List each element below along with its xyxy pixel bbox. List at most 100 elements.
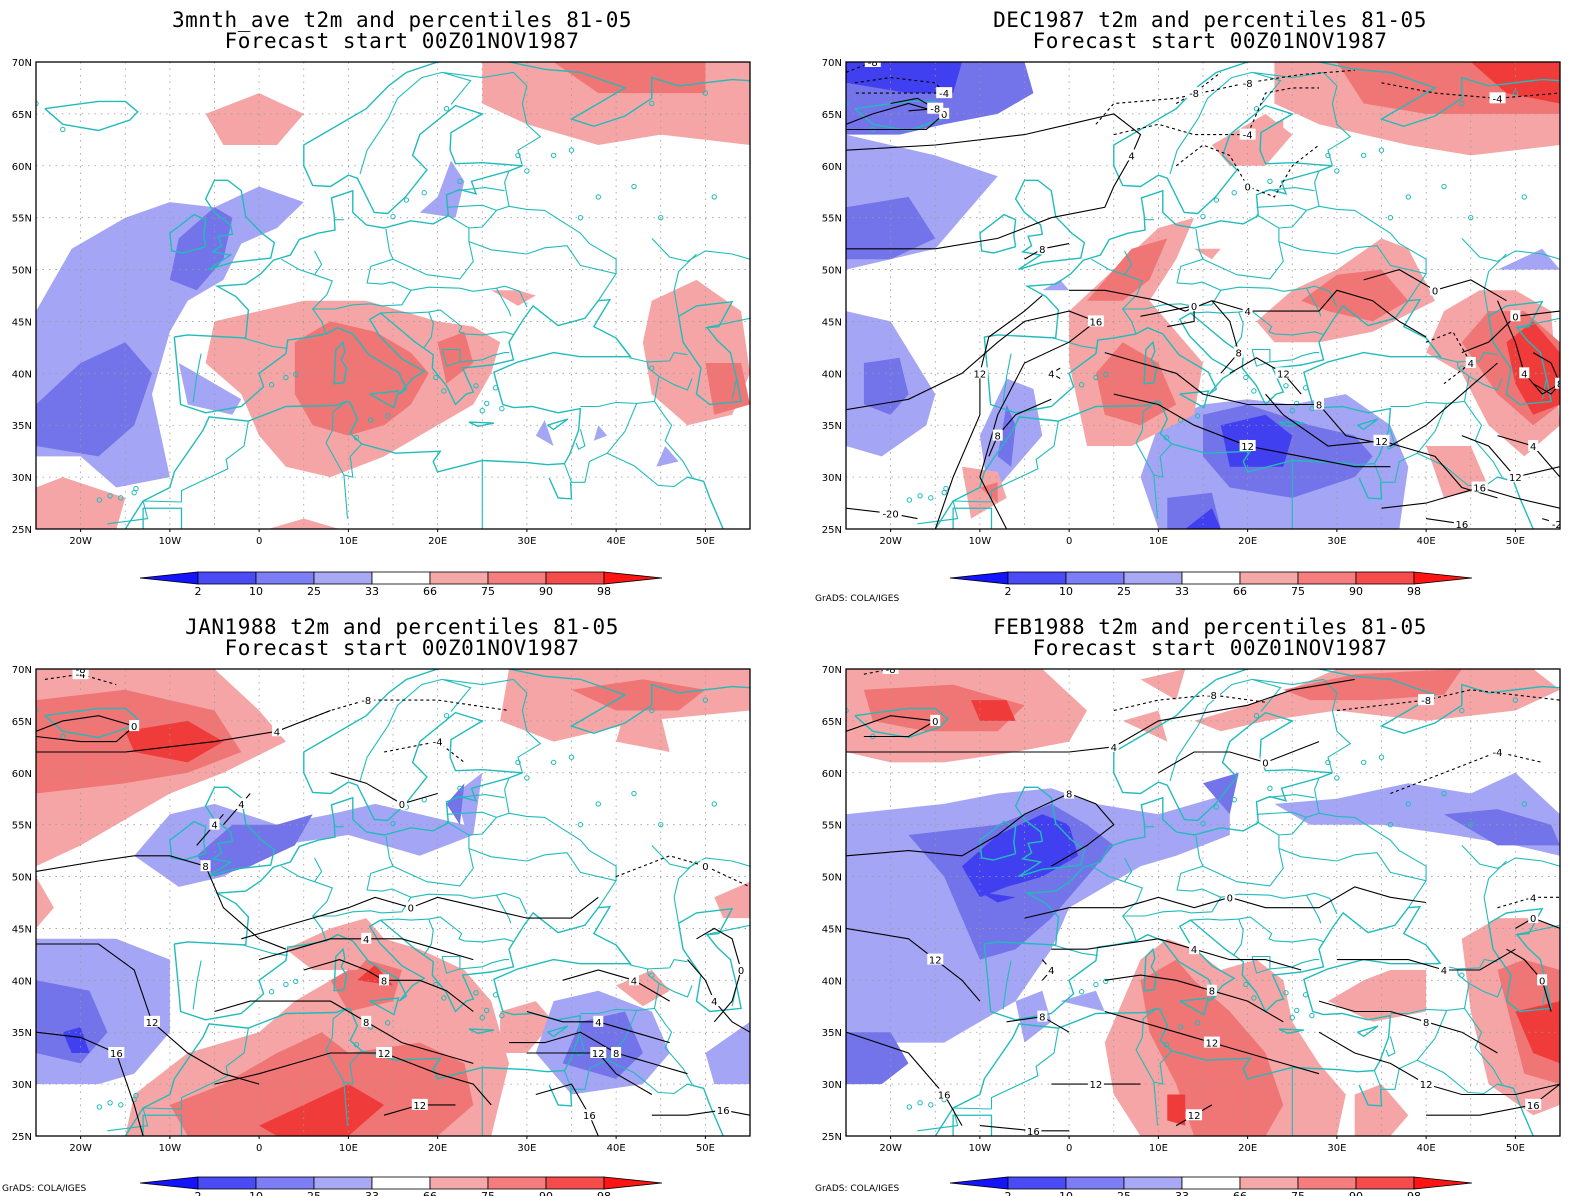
lon-tick-label: 50E <box>1506 1143 1525 1154</box>
contour-label: 12 <box>413 1101 426 1112</box>
contour-label: 4 <box>1441 966 1447 977</box>
lat-tick-label: 45N <box>822 317 842 328</box>
contour-label: 0 <box>941 110 947 121</box>
contour-label: -8 <box>868 58 878 69</box>
lat-tick-label: 55N <box>12 821 32 832</box>
contour-label: 16 <box>1527 1101 1540 1112</box>
contour-label: -4 <box>1493 94 1503 105</box>
contour-label: 12 <box>1188 1111 1201 1122</box>
colorbar-label: 66 <box>1233 585 1247 598</box>
lat-tick-label: 30N <box>822 1080 842 1091</box>
contour-label: 8 <box>1209 987 1215 998</box>
contour-label: 0 <box>1432 286 1438 297</box>
contour-label: 4 <box>1128 151 1134 162</box>
map-frame <box>845 61 1561 530</box>
colorbar-label: 25 <box>1117 1190 1131 1196</box>
colorbar-label: 25 <box>307 585 321 598</box>
lat-tick-label: 70N <box>822 665 842 676</box>
lon-tick-label: 50E <box>1506 536 1525 547</box>
panel-title-3: JAN1988 t2m and percentiles 81-05 Foreca… <box>22 617 782 659</box>
map-frame <box>845 668 1561 1137</box>
lat-tick-label: 45N <box>12 317 32 328</box>
colorbar-label: 75 <box>481 585 495 598</box>
coastlines <box>36 62 750 529</box>
contour-label: 8 <box>1039 1013 1045 1024</box>
lat-tick-label: 35N <box>12 421 32 432</box>
map-panel-4: 0 4 -8 0 -8 -8 8 12 16 0 4 8 12 8 4 12 16 4 8 12 16 0 0 4 12 -4 20… <box>822 665 1561 1154</box>
contour-label: -8 <box>930 105 940 116</box>
grads-credit-4: GrADS: COLA/IGES <box>815 1184 900 1194</box>
contour-label: 4 <box>1521 369 1527 380</box>
lat-tick-label: 60N <box>822 769 842 780</box>
map-frame <box>35 61 751 530</box>
lat-tick-label: 30N <box>12 473 32 484</box>
lon-tick-label: 0 <box>1066 1143 1072 1154</box>
coastlines <box>36 669 750 1136</box>
lat-tick-label: 55N <box>822 821 842 832</box>
contour-label: 0 <box>1530 914 1536 925</box>
contour-label: -4 <box>433 738 443 749</box>
colorbar-label: 98 <box>1407 1190 1421 1196</box>
map-frame <box>35 668 751 1137</box>
lon-tick-label: 0 <box>256 536 262 547</box>
contour-label: 0 <box>408 904 414 915</box>
contour-label: 4 <box>1191 945 1197 956</box>
contour-label: 12 <box>1277 369 1290 380</box>
colorbar-label: 98 <box>597 585 611 598</box>
lon-tick-label: 20W <box>879 536 902 547</box>
contour-label: 0 <box>738 966 744 977</box>
lat-tick-label: 25N <box>822 525 842 536</box>
contour-label: 4 <box>238 800 244 811</box>
lat-tick-label: 70N <box>822 58 842 69</box>
lon-tick-label: 20E <box>428 1143 447 1154</box>
colorbar-label: 2 <box>1005 1190 1012 1196</box>
contour-label: 4 <box>211 821 217 832</box>
contour-label: 16 <box>1090 317 1103 328</box>
contour-label: 8 <box>1423 1018 1429 1029</box>
panel-title-3-line2: Forecast start 00Z01NOV1987 <box>224 636 580 660</box>
lon-tick-label: 40E <box>1417 1143 1436 1154</box>
contour-label: 12 <box>929 956 942 967</box>
panel-title-4-line2: Forecast start 00Z01NOV1987 <box>1032 636 1388 660</box>
contour-label: -8 <box>1421 696 1431 707</box>
contour-label: 8 <box>995 432 1001 443</box>
contour-label: 16 <box>1473 483 1486 494</box>
coastlines <box>846 62 1560 529</box>
colorbar: 2 10 25 33 66 75 90 98 <box>139 571 663 598</box>
panel-title-1-line1: 3mnth_ave t2m and percentiles 81-05 <box>171 8 632 32</box>
contour-label: 4 <box>711 997 717 1008</box>
lat-tick-label: 45N <box>12 924 32 935</box>
contour-label: 0 <box>1244 183 1250 194</box>
contour-label: -8 <box>361 696 371 707</box>
contour-label: 12 <box>1509 473 1522 484</box>
contour-label: 16 <box>1027 1127 1040 1138</box>
lat-tick-label: 40N <box>822 976 842 987</box>
contour-label: -8 <box>1243 79 1253 90</box>
colorbar-label: 10 <box>249 1190 263 1196</box>
lat-tick-label: 40N <box>12 369 32 380</box>
contour-label: 4 <box>363 935 369 946</box>
lon-tick-label: 30E <box>517 1143 536 1154</box>
lon-tick-label: 10W <box>969 1143 992 1154</box>
contour-label: 12 <box>1206 1039 1219 1050</box>
grads-credit-2: GrADS: COLA/IGES <box>815 594 900 604</box>
lat-tick-label: 65N <box>822 717 842 728</box>
colorbar: 2 10 25 33 66 75 90 98 <box>139 1176 663 1196</box>
contour-label: 12 <box>974 369 987 380</box>
lon-tick-label: 20W <box>69 536 92 547</box>
lon-tick-label: 0 <box>1066 536 1072 547</box>
colorbar-label: 2 <box>1005 585 1012 598</box>
contour-label: 4 <box>1468 359 1474 370</box>
contour-label: -4 <box>939 89 949 100</box>
contour-label: 8 <box>1039 245 1045 256</box>
colorbar-label: 2 <box>195 585 202 598</box>
panel-title-4-line1: FEB1988 t2m and percentiles 81-05 <box>993 615 1427 639</box>
contour-label: 12 <box>1375 437 1388 448</box>
lat-tick-label: 50N <box>822 873 842 884</box>
colorbar-label: 90 <box>1349 1190 1363 1196</box>
contour-label: 8 <box>202 862 208 873</box>
lat-tick-label: 65N <box>822 110 842 121</box>
contour-label: 4 <box>631 976 637 987</box>
